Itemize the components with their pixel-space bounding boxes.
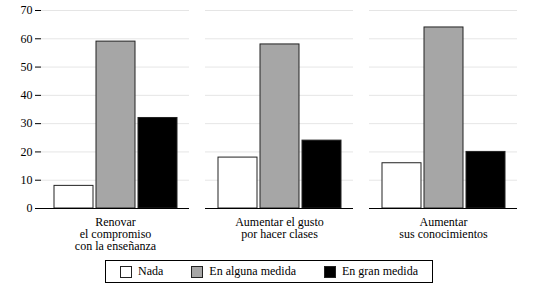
svg-text:40: 40 xyxy=(21,88,33,102)
svg-text:30: 30 xyxy=(21,116,33,130)
svg-text:60: 60 xyxy=(21,32,33,46)
html-text:En gran medida: En gran medida xyxy=(342,264,418,278)
svg-text:0: 0 xyxy=(27,201,33,215)
svg-text:50: 50 xyxy=(21,60,33,74)
svg-text:Renovarel compromisocon la ens: Renovarel compromisocon la enseñanza xyxy=(75,215,157,253)
svg-text:70: 70 xyxy=(21,3,33,17)
html-text:Nada: Nada xyxy=(138,264,164,278)
svg-text:Aumentar el gustopor hacer cla: Aumentar el gustopor hacer clases xyxy=(235,215,324,241)
html-text:En alguna medida: En alguna medida xyxy=(209,264,296,278)
svg-text:Aumentarsus conocimientos: Aumentarsus conocimientos xyxy=(399,215,488,241)
svg-text:20: 20 xyxy=(21,145,33,159)
svg-text:10: 10 xyxy=(21,173,33,187)
